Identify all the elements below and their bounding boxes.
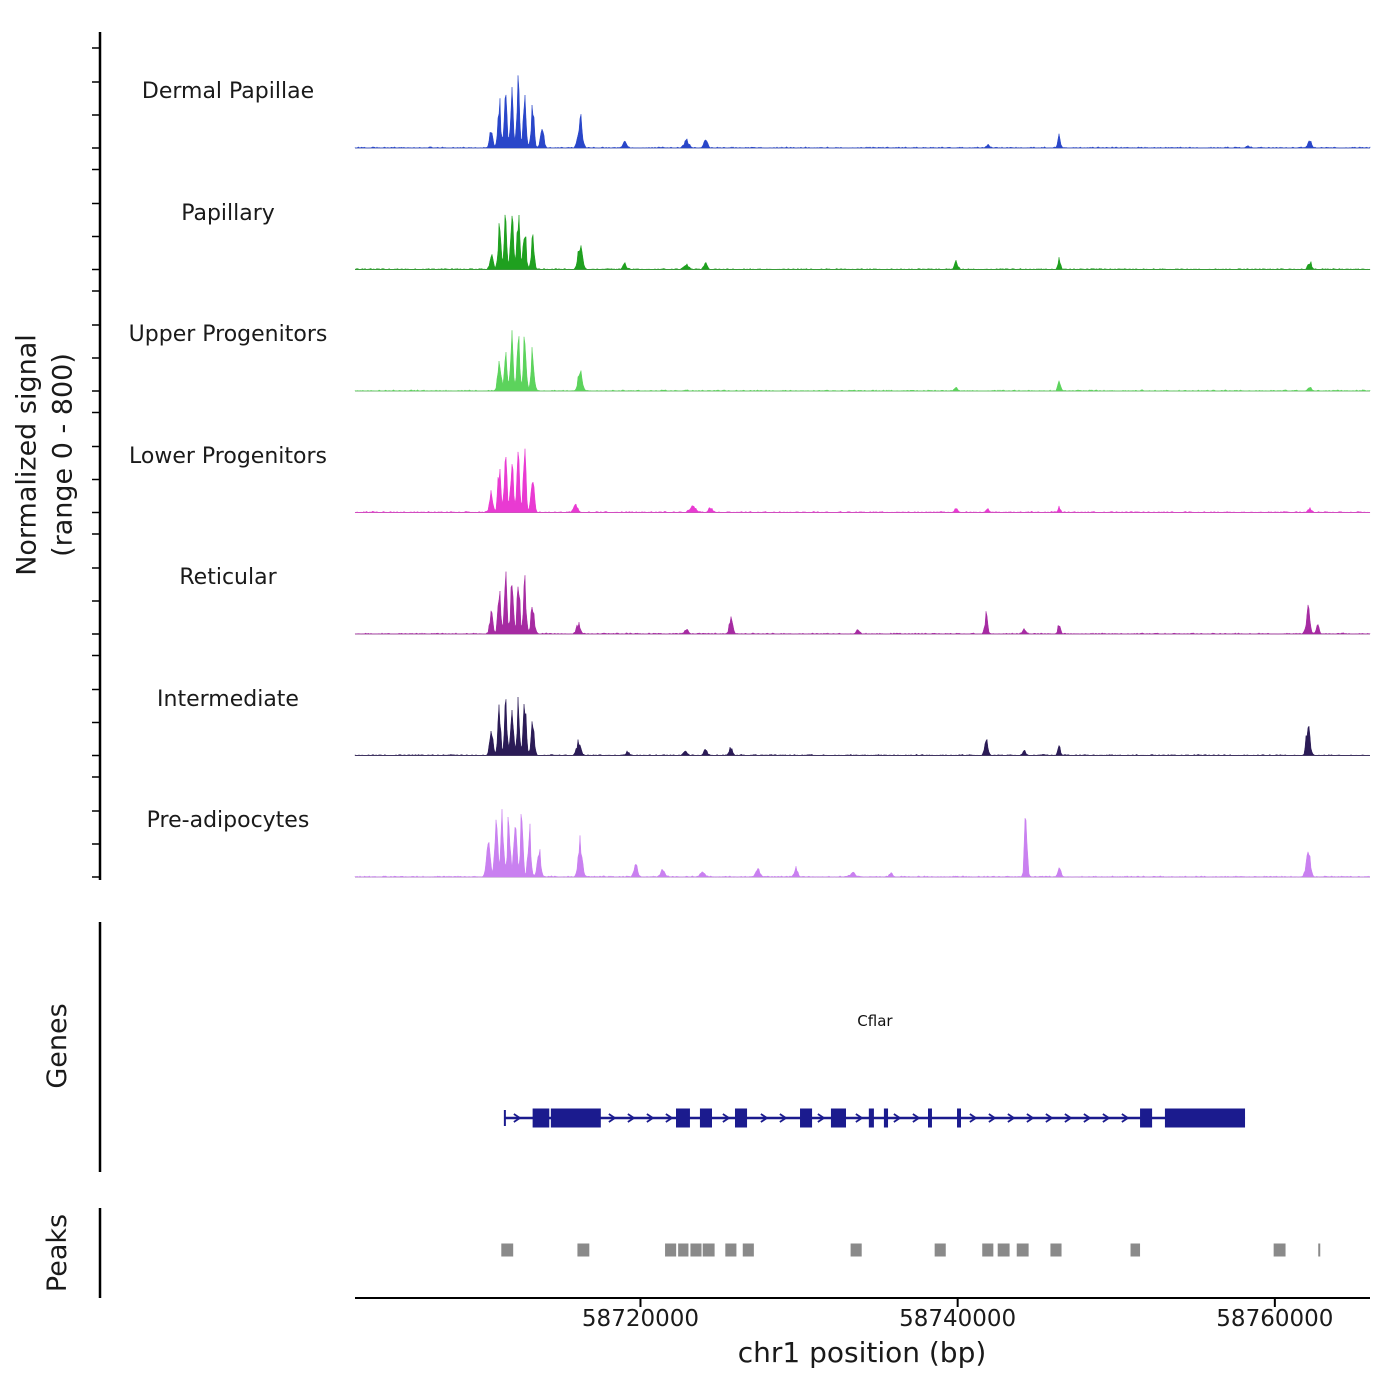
strand-arrow-icon <box>988 1113 997 1123</box>
peak-region <box>934 1243 946 1257</box>
track-label-intermediate: Intermediate <box>157 686 299 712</box>
track-label-dermal-papillae: Dermal Papillae <box>141 79 315 104</box>
peak-region <box>1318 1243 1321 1257</box>
gene-exon <box>800 1108 813 1128</box>
strand-arrow-icon <box>665 1113 674 1123</box>
peak-region <box>1016 1243 1029 1257</box>
track-label-papillary: Papillary <box>181 200 275 226</box>
signal-area-pre-adipocytes <box>354 809 1371 878</box>
peak-region <box>1050 1243 1062 1257</box>
gene-exon <box>957 1108 961 1128</box>
peak-region <box>725 1243 737 1257</box>
strand-arrow-icon <box>1102 1113 1111 1123</box>
genes-section-label: Genes <box>41 1003 73 1089</box>
gene-exon <box>550 1108 601 1128</box>
gene-exon <box>883 1108 889 1128</box>
signal-area-upper-progenitors <box>354 330 1371 392</box>
signal-area-intermediate <box>354 696 1370 756</box>
strand-arrow-icon <box>912 1113 921 1123</box>
gene-exon <box>1140 1108 1153 1128</box>
gene-name-label: Cflar <box>857 1012 893 1030</box>
signal-area-reticular <box>354 571 1371 635</box>
peaks-section-label: Peaks <box>41 1213 73 1293</box>
track-label-pre-adipocytes: Pre-adipocytes <box>146 808 310 833</box>
track-label-upper-progenitors: Upper Progenitors <box>128 322 328 347</box>
gene-exon <box>675 1108 690 1128</box>
strand-arrow-icon <box>969 1113 978 1123</box>
strand-arrow-icon <box>608 1113 617 1123</box>
peak-region <box>501 1243 514 1257</box>
gene-exon <box>1164 1108 1246 1128</box>
strand-arrow-icon <box>779 1113 788 1123</box>
signal-area-papillary <box>354 214 1371 270</box>
gene-exon <box>868 1108 874 1128</box>
gene-exon <box>699 1108 712 1128</box>
signal-area-lower-progenitors <box>354 448 1371 513</box>
peak-region <box>850 1243 862 1257</box>
strand-arrow-icon <box>1026 1113 1035 1123</box>
x-tick-label-0: 58720000 <box>581 1306 699 1332</box>
strand-arrow-icon <box>513 1113 522 1123</box>
gene-exon <box>734 1108 748 1128</box>
strand-arrow-icon <box>627 1113 636 1123</box>
strand-arrow-icon <box>1064 1113 1073 1123</box>
peak-region <box>690 1243 702 1257</box>
peak-region <box>1130 1243 1141 1257</box>
strand-arrow-icon <box>1007 1113 1016 1123</box>
gene-exon <box>830 1108 847 1128</box>
gene-exon <box>532 1108 550 1128</box>
track-label-lower-progenitors: Lower Progenitors <box>129 443 327 469</box>
strand-arrow-icon <box>1121 1113 1130 1123</box>
y-axis-label-line1: Normalized signal <box>11 334 43 576</box>
strand-arrow-icon <box>1045 1113 1054 1123</box>
x-tick-label-2: 58760000 <box>1216 1306 1334 1332</box>
strand-arrow-icon <box>760 1113 769 1123</box>
peak-region <box>665 1243 677 1257</box>
strand-arrow-icon <box>817 1113 826 1123</box>
signal-area-dermal-papillae <box>354 75 1371 149</box>
y-axis-label-line2: (range 0 - 800) <box>48 353 79 557</box>
peak-region <box>1273 1243 1286 1257</box>
x-axis-label: chr1 position (bp) <box>737 1336 987 1369</box>
strand-arrow-icon <box>722 1113 731 1123</box>
strand-arrow-icon <box>1083 1113 1092 1123</box>
strand-arrow-icon <box>646 1113 655 1123</box>
strand-arrow-icon <box>893 1113 902 1123</box>
y-axis-label: Normalized signal (range 0 - 800) <box>10 334 83 576</box>
peak-region <box>997 1243 1010 1257</box>
gene-exon <box>927 1108 932 1128</box>
track-label-reticular: Reticular <box>179 565 277 590</box>
x-tick-label-1: 58740000 <box>899 1306 1017 1332</box>
peak-region <box>702 1243 715 1257</box>
strand-arrow-icon <box>855 1113 864 1123</box>
peak-region <box>678 1243 689 1257</box>
peak-region <box>982 1243 994 1257</box>
peak-region <box>577 1243 590 1257</box>
peak-region <box>742 1243 754 1257</box>
